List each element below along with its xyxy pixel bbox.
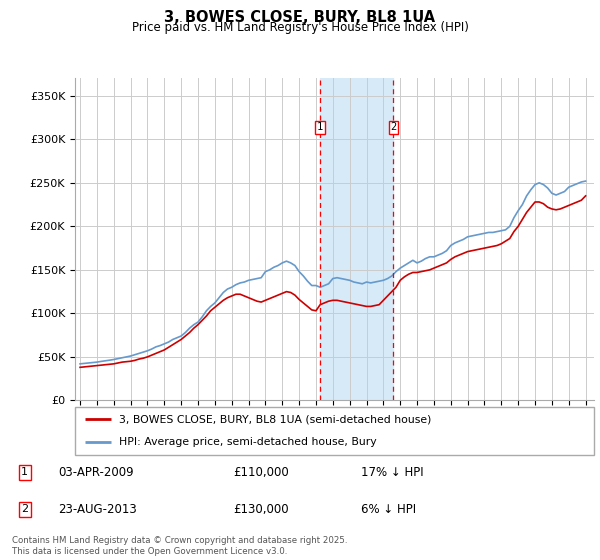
Text: £130,000: £130,000 bbox=[233, 503, 289, 516]
Text: 1: 1 bbox=[22, 467, 28, 477]
Text: 3, BOWES CLOSE, BURY, BL8 1UA (semi-detached house): 3, BOWES CLOSE, BURY, BL8 1UA (semi-deta… bbox=[119, 414, 431, 424]
Text: £110,000: £110,000 bbox=[233, 465, 289, 479]
Text: 17% ↓ HPI: 17% ↓ HPI bbox=[361, 465, 424, 479]
Text: Price paid vs. HM Land Registry's House Price Index (HPI): Price paid vs. HM Land Registry's House … bbox=[131, 21, 469, 34]
Text: 23-AUG-2013: 23-AUG-2013 bbox=[59, 503, 137, 516]
Text: 2: 2 bbox=[391, 122, 397, 132]
FancyBboxPatch shape bbox=[75, 407, 594, 455]
Text: 1: 1 bbox=[317, 122, 323, 132]
Text: 03-APR-2009: 03-APR-2009 bbox=[59, 465, 134, 479]
Text: 2: 2 bbox=[21, 505, 28, 515]
Text: HPI: Average price, semi-detached house, Bury: HPI: Average price, semi-detached house,… bbox=[119, 437, 377, 447]
Text: Contains HM Land Registry data © Crown copyright and database right 2025.
This d: Contains HM Land Registry data © Crown c… bbox=[12, 536, 347, 556]
Text: 6% ↓ HPI: 6% ↓ HPI bbox=[361, 503, 416, 516]
Text: 3, BOWES CLOSE, BURY, BL8 1UA: 3, BOWES CLOSE, BURY, BL8 1UA bbox=[164, 10, 436, 25]
Bar bbox=[320, 78, 394, 400]
